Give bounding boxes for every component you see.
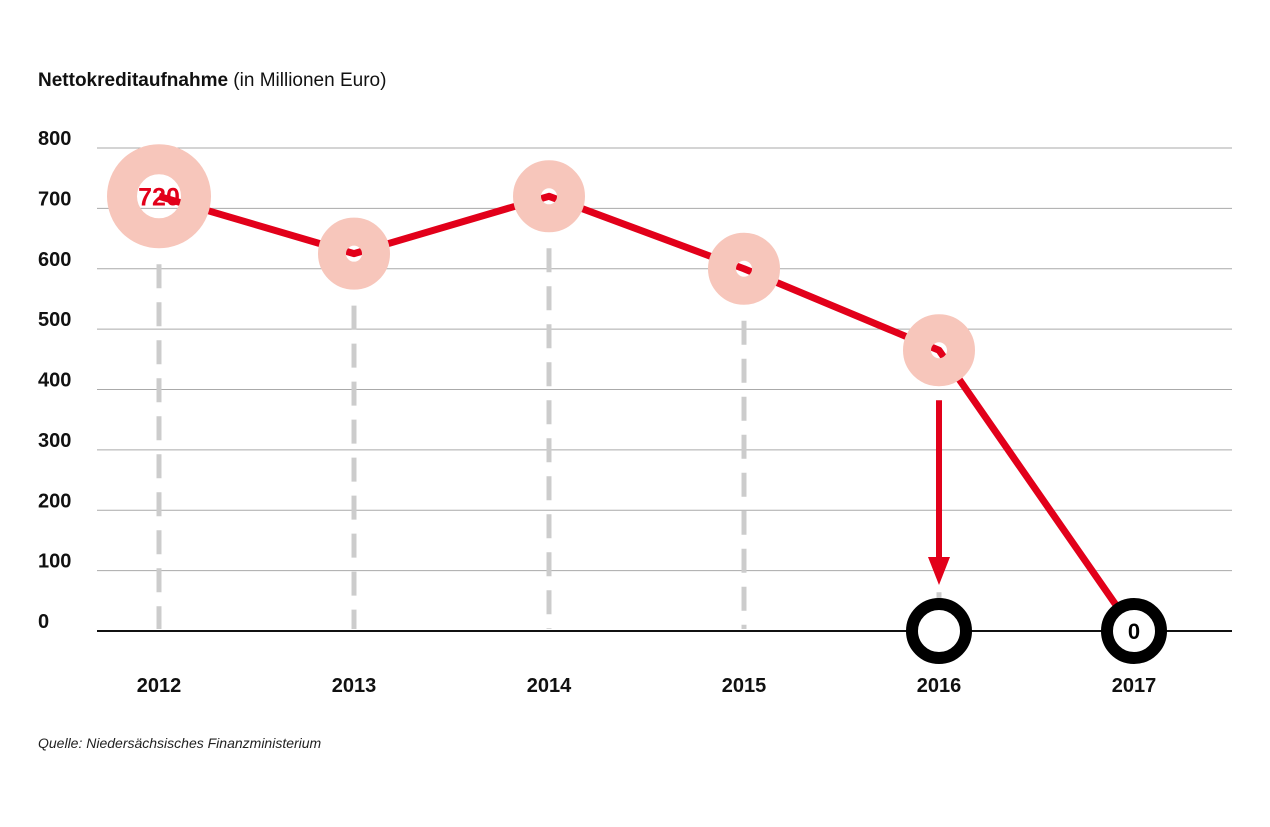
series-line: [158, 192, 1137, 633]
x-tick-label-2014: 2014: [527, 675, 572, 697]
x-tick-label-2015: 2015: [722, 675, 767, 697]
series-polyline: [158, 192, 1137, 633]
x-tick-label-2017: 2017: [1112, 675, 1157, 697]
y-tick-label-800: 800: [38, 128, 71, 150]
y-tick-label-700: 700: [38, 188, 71, 210]
marker-2015: [708, 232, 780, 305]
chart-title-main: Nettokreditaufnahme: [38, 70, 229, 91]
marker-2013: [318, 217, 390, 290]
arrow-head: [928, 557, 950, 585]
y-axis-labels: 0 100 200 300 400 500 600 700 800: [38, 128, 71, 633]
source-note: Quelle: Niedersächsisches Finanzminister…: [38, 735, 322, 751]
x-axis-labels: 2012 2013 2014 2015 2016 2017: [137, 675, 1157, 697]
grid-lines: [97, 147, 1232, 572]
data-points: 720 0: [107, 144, 1167, 664]
chart-title-unit: (in Millionen Euro): [228, 70, 387, 91]
y-tick-label-200: 200: [38, 490, 71, 512]
y-tick-label-600: 600: [38, 249, 71, 271]
x-tick-label-2012: 2012: [137, 675, 182, 697]
y-tick-label-0: 0: [38, 611, 49, 633]
x-tick-label-2016: 2016: [917, 675, 962, 697]
vertical-guides: [156, 248, 942, 629]
y-tick-label-100: 100: [38, 551, 71, 573]
data-label-2017: 0: [1128, 619, 1140, 644]
data-label-2012: 720: [138, 183, 180, 211]
chart-title: Nettokreditaufnahme (in Millionen Euro): [38, 70, 386, 92]
marker-2014: [513, 160, 585, 233]
marker-2016-planned: [906, 598, 972, 664]
y-tick-label-300: 300: [38, 430, 71, 452]
marker-2012: [107, 144, 211, 249]
marker-2016: [903, 314, 975, 387]
marker-2017: [1101, 598, 1167, 664]
x-tick-label-2013: 2013: [332, 675, 377, 697]
y-tick-label-500: 500: [38, 309, 71, 331]
drop-arrow: [928, 400, 950, 585]
y-tick-label-400: 400: [38, 370, 71, 392]
